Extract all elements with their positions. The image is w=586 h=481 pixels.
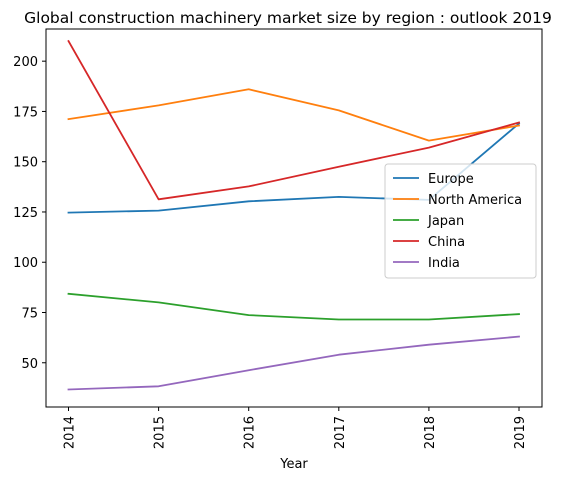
x-tick-label: 2018 — [423, 416, 438, 449]
legend-label: Europe — [428, 172, 474, 187]
y-tick-label: 125 — [13, 206, 38, 221]
y-tick-label: 100 — [13, 256, 38, 271]
y-tick-label: 200 — [13, 55, 38, 70]
y-tick-label: 175 — [13, 105, 38, 120]
x-tick-label: 2017 — [333, 416, 348, 449]
chart-title: Global construction machinery market siz… — [24, 9, 552, 27]
legend-label: India — [428, 256, 460, 271]
y-axis: 50 75 100 125 150 175 200 — [13, 55, 46, 372]
x-tick-label: 2016 — [243, 416, 258, 449]
x-tick-label: 2014 — [63, 416, 78, 449]
plot-area-frame — [45, 28, 543, 408]
y-tick-label: 75 — [21, 307, 38, 322]
series-line-north-america — [67, 88, 521, 142]
series-line-india — [67, 335, 520, 391]
x-tick-label: 2015 — [153, 416, 168, 449]
legend: Europe North America Japan China India — [384, 163, 537, 279]
legend-label: China — [428, 235, 465, 250]
y-tick-label: 50 — [21, 357, 38, 372]
x-axis-label: Year — [279, 457, 308, 472]
legend-box — [384, 163, 537, 279]
legend-label: Japan — [427, 214, 464, 229]
y-tick-label: 150 — [13, 156, 38, 171]
x-axis: 2014 2015 2016 2017 2018 2019 — [63, 407, 528, 449]
x-tick-label: 2019 — [513, 416, 528, 449]
series-line-china — [67, 39, 521, 201]
legend-label: North America — [428, 193, 522, 208]
series-line-japan — [67, 292, 520, 321]
